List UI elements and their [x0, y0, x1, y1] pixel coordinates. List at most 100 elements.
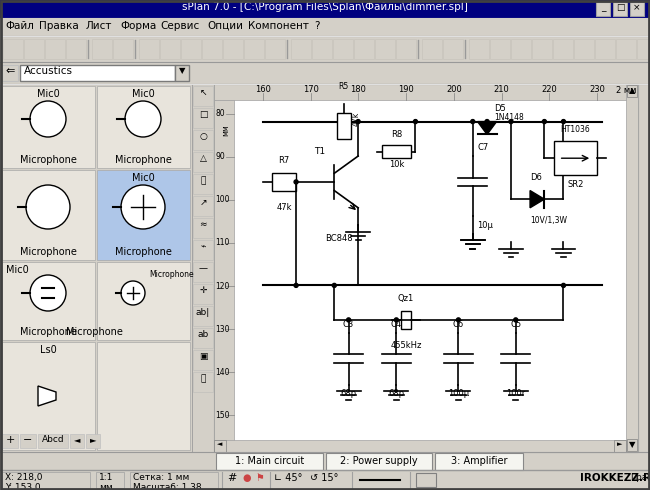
Text: 100μ: 100μ	[448, 389, 469, 398]
Bar	[291, 39, 311, 59]
Bar	[595, 39, 615, 59]
Bar	[626, 84, 638, 452]
Text: Mic0: Mic0	[6, 265, 29, 275]
Text: ●: ●	[242, 473, 250, 483]
Text: 150: 150	[215, 411, 229, 420]
Text: 160: 160	[255, 85, 271, 94]
Bar	[193, 284, 213, 304]
Bar	[97, 342, 190, 450]
Text: sPlan 7.0 - [C:\Program Files\Splan\Файлы\dimmer.spl]: sPlan 7.0 - [C:\Program Files\Splan\Файл…	[182, 2, 468, 12]
Text: Опции: Опции	[207, 21, 244, 31]
Text: 1: Main circuit: 1: Main circuit	[235, 456, 304, 466]
Text: 3: Amplifier: 3: Amplifier	[450, 456, 507, 466]
Text: —: —	[198, 264, 207, 273]
Text: ▼: ▼	[629, 440, 635, 449]
Bar	[333, 39, 353, 59]
Text: ▣: ▣	[199, 352, 207, 361]
Text: _: _	[601, 3, 605, 12]
Text: R8: R8	[391, 130, 402, 139]
Bar	[214, 84, 638, 100]
Bar	[2, 472, 90, 488]
Bar	[20, 434, 36, 448]
Bar	[396, 39, 416, 59]
Text: мм: мм	[221, 124, 230, 136]
Circle shape	[562, 283, 566, 288]
Text: Mic0: Mic0	[131, 89, 155, 99]
Text: 140: 140	[215, 368, 229, 377]
Bar	[382, 145, 411, 158]
Bar	[193, 130, 213, 150]
Bar	[630, 2, 644, 16]
Bar	[96, 472, 124, 488]
Bar	[637, 39, 650, 59]
Text: 10V/1,3W: 10V/1,3W	[530, 217, 567, 225]
Text: Microphone: Microphone	[20, 327, 77, 337]
Text: R7: R7	[278, 156, 290, 165]
Text: −: −	[23, 435, 32, 445]
Text: ∟ 45°: ∟ 45°	[274, 473, 302, 483]
Bar	[193, 174, 213, 194]
Text: Mic0: Mic0	[131, 173, 155, 183]
Bar	[97, 170, 190, 260]
Text: #: #	[227, 473, 237, 483]
Bar	[86, 434, 100, 448]
Bar	[45, 39, 65, 59]
Circle shape	[26, 185, 70, 229]
Bar	[2, 342, 95, 450]
Bar	[337, 113, 351, 139]
Text: 68p: 68p	[341, 389, 357, 398]
Bar	[214, 440, 626, 452]
Circle shape	[395, 318, 398, 322]
Text: 1N4148: 1N4148	[494, 113, 524, 122]
Bar	[613, 2, 627, 16]
Text: ◄: ◄	[217, 441, 223, 447]
Bar	[223, 39, 243, 59]
Text: 2: Power supply: 2: Power supply	[340, 456, 417, 466]
Circle shape	[542, 120, 547, 123]
Bar	[0, 452, 650, 470]
Text: 10k: 10k	[389, 160, 404, 170]
Text: HT1036: HT1036	[560, 125, 590, 134]
Text: ▼: ▼	[179, 66, 185, 75]
Text: Файл: Файл	[5, 21, 34, 31]
Text: △: △	[200, 154, 207, 163]
Text: 210: 210	[494, 85, 510, 94]
Bar	[214, 440, 226, 452]
Bar	[193, 196, 213, 216]
Bar	[0, 84, 192, 452]
Text: 220: 220	[541, 85, 557, 94]
Text: 190: 190	[398, 85, 414, 94]
Text: ↖: ↖	[200, 88, 207, 97]
Bar	[627, 439, 637, 451]
Bar	[202, 39, 222, 59]
Text: 80: 80	[215, 109, 225, 118]
Text: ⇐: ⇐	[5, 66, 15, 76]
Bar	[2, 86, 95, 168]
Bar	[160, 39, 180, 59]
Bar	[38, 434, 68, 448]
Bar	[97, 262, 190, 340]
Text: 47k: 47k	[276, 203, 292, 213]
Text: Microphone: Microphone	[20, 247, 77, 257]
Text: 90: 90	[215, 152, 225, 161]
Text: 110: 110	[215, 239, 229, 247]
Text: 455kHz: 455kHz	[390, 342, 422, 350]
Bar	[2, 170, 95, 260]
Bar	[616, 39, 636, 59]
Text: 68p: 68p	[388, 389, 404, 398]
Bar	[214, 100, 234, 452]
Text: ?: ?	[315, 21, 320, 31]
Text: C5: C5	[510, 319, 521, 328]
Bar	[193, 372, 213, 392]
Bar	[354, 39, 374, 59]
Text: +: +	[5, 435, 15, 445]
Text: D5: D5	[494, 104, 506, 113]
Text: 100r: 100r	[506, 389, 525, 398]
Bar	[0, 36, 650, 62]
Bar	[193, 108, 213, 128]
Bar	[490, 39, 510, 59]
Bar	[66, 39, 86, 59]
Bar	[469, 39, 489, 59]
Text: ⌒: ⌒	[200, 176, 205, 185]
Bar	[272, 173, 296, 191]
